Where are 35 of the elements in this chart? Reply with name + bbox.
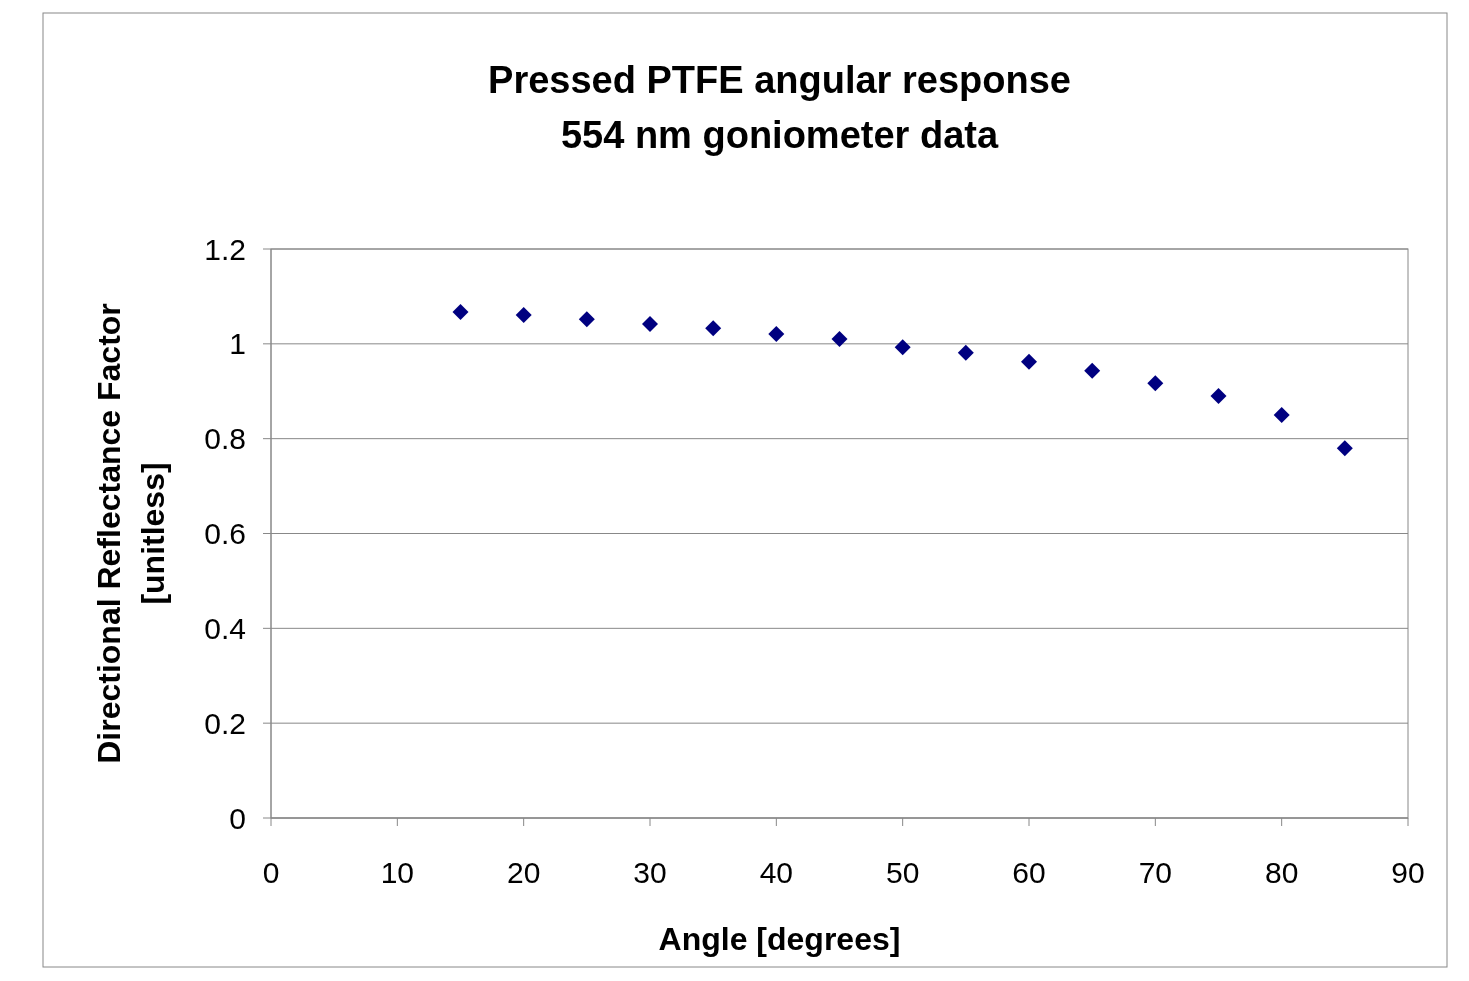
point	[1021, 353, 1037, 370]
x-tick-label: 30	[633, 856, 667, 889]
x-tick-label: 90	[1391, 856, 1425, 889]
x-tick-label: 10	[380, 856, 415, 889]
y-tick-label: 0.6	[204, 517, 246, 550]
x-tick-label: 20	[506, 856, 541, 889]
x-tick-label: 70	[1138, 856, 1173, 889]
x-tick-label: 50	[885, 856, 920, 889]
y-tick-label: 0	[229, 801, 246, 835]
point	[894, 339, 911, 356]
point	[831, 331, 848, 348]
x-tick-label: 60	[1012, 856, 1046, 889]
x-axis-title: Angle [degrees]	[658, 921, 901, 957]
point	[642, 315, 658, 332]
x-tick-label: 80	[1264, 856, 1299, 889]
y-tick-label: 0.4	[204, 611, 246, 645]
point	[1147, 375, 1164, 392]
point	[768, 325, 785, 342]
x-tick-label: 0	[262, 856, 280, 889]
point	[578, 311, 595, 328]
y-tick-label: 1	[229, 327, 246, 361]
point	[1084, 362, 1101, 379]
y-tick-label: 0.2	[204, 706, 246, 740]
y-tick-label: 0.8	[204, 422, 246, 456]
y-tick-label: 1.2	[204, 232, 246, 266]
x-tick-label: 40	[759, 856, 794, 889]
point	[452, 304, 469, 321]
point	[515, 306, 532, 323]
point	[1273, 406, 1290, 423]
point	[1210, 387, 1227, 404]
point	[1336, 440, 1353, 457]
point	[957, 344, 974, 361]
point	[705, 320, 722, 337]
chart-title: Pressed PTFE angular response 554 nm goniometer data	[488, 59, 1071, 156]
y-axis-title: Directional Reflectance Factor [unitless]	[91, 303, 171, 764]
